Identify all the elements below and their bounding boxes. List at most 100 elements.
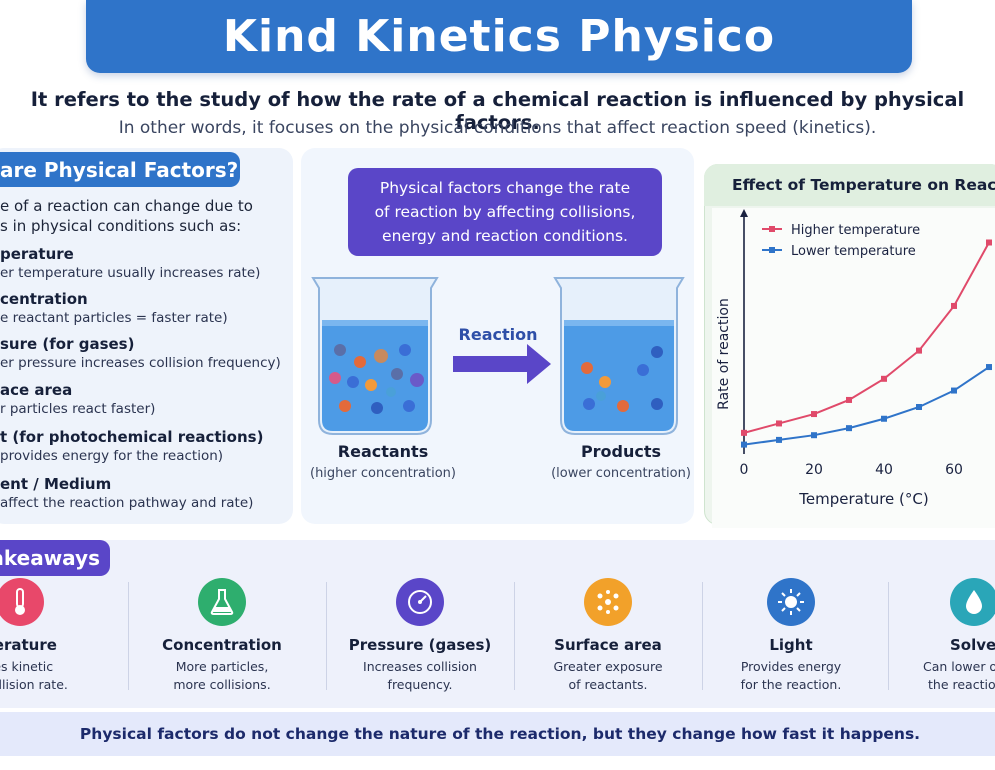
y-axis-label: Rate of reaction [716,298,732,410]
series-point [811,432,817,439]
legend-label: Higher temperature [791,223,920,238]
factor-desc: er pressure increases collision frequenc… [0,355,281,371]
series-point [986,239,992,246]
factor-item: ace area r particles react faster) [0,381,292,419]
subtitle-text: In other words, it focuses on the physic… [118,118,877,138]
takeaway-desc: More particles, more collisions. [132,658,312,694]
series-point [916,347,922,354]
products-beaker-icon [553,277,685,435]
series-point [881,375,887,382]
takeaway-light: Light Provides energy for the reaction. [701,578,881,694]
factor-item: ent / Medium affect the reaction pathway… [0,475,292,513]
callout-line-2: of reaction by affecting collisions, [374,203,636,221]
x-tick-label: 20 [805,462,823,478]
takeaway-desc-line-2: of reactants. [568,677,648,692]
beakers-illustration [311,277,685,435]
takeaway-desc-line-1: Greater exposure [553,659,663,674]
reaction-arrow-icon [453,344,551,384]
thermometer-icon [0,578,44,626]
takeaway-concentration: Concentration More particles, more collis… [132,578,312,694]
factor-name: centration [0,290,88,308]
series-point [846,425,852,432]
reactants-sub: (higher concentration) [310,466,456,481]
takeaway-desc-line-1: ses kinetic [0,659,54,674]
flask-icon [198,578,246,626]
physical-factors-panel [0,148,293,524]
divider [326,582,327,690]
series-point [951,302,957,309]
takeaway-desc-line-2: the reaction [928,677,995,692]
reactants-beaker-icon [311,277,439,435]
divider [514,582,515,690]
takeaway-desc-line-1: More particles, [175,659,269,674]
physical-factors-heading: are Physical Factors? [0,152,240,187]
y-axis-arrow [740,209,748,217]
takeaway-desc: Can lower o the reaction [890,658,995,694]
legend-marker [769,226,775,232]
takeaways-heading: akeaways [0,540,110,576]
factor-name: t (for photochemical reactions) [0,428,264,446]
drop-icon [950,578,995,626]
factor-desc: e reactant particles = faster rate) [0,310,228,326]
takeaway-desc-line-2: for the reaction. [740,677,842,692]
x-tick-label: 40 [875,462,893,478]
reaction-label: Reaction [458,325,538,344]
x-tick-label: 0 [740,462,749,478]
factor-name: ent / Medium [0,475,112,493]
takeaway-surface-area: Surface area Greater exposure of reactant… [518,578,698,694]
divider [128,582,129,690]
series-line [743,242,990,434]
series-point [951,387,957,394]
physical-factors-intro: e of a reaction can change due to s in p… [0,196,290,236]
takeaway-desc-line-1: Increases collision [363,659,477,674]
takeaway-name: perature [0,636,57,654]
takeaway-name: Surface area [554,636,662,654]
sun-icon [767,578,815,626]
footer-text: Physical factors do not change the natur… [79,725,921,743]
takeaway-desc-line-2: more collisions. [173,677,271,692]
takeaway-desc: Greater exposure of reactants. [518,658,698,694]
factor-item: t (for photochemical reactions) provides… [0,428,292,466]
factor-item: centration e reactant particles = faster… [0,290,292,328]
takeaway-temperature: perature ses kinetic d collision rate. [0,578,110,694]
takeaway-name: Pressure (gases) [348,636,492,654]
factor-item: perature er temperature usually increase… [0,245,292,283]
series-point [741,429,747,436]
takeaway-desc-line-1: Can lower o [923,659,995,674]
series-point [776,436,782,443]
series-point [741,441,747,448]
intro-line-1: e of a reaction can change due to [0,197,253,215]
temperature-rate-chart: 0 20 40 60 Temperature (°C) Rate of reaction H… [716,209,992,508]
divider [888,582,889,690]
legend-label: Lower temperature [791,244,916,259]
gauge-icon [396,578,444,626]
callout-line-3: energy and reaction conditions. [382,227,628,245]
takeaway-desc: ses kinetic d collision rate. [0,658,110,694]
takeaway-name: Concentration [162,636,282,654]
particles-icon [584,578,632,626]
chart-title: Effect of Temperature on Reactio [704,164,995,206]
factor-desc: provides energy for the reaction) [0,448,224,464]
takeaway-pressure: Pressure (gases) Increases collision freq… [330,578,510,694]
lead-text: It refers to the study of how the rate o… [30,88,965,134]
factor-name: perature [0,245,74,263]
title-banner: Kind Kinetics Physico [86,0,912,73]
factor-desc: affect the reaction pathway and rate) [0,495,254,511]
takeaway-desc: Provides energy for the reaction. [701,658,881,694]
takeaway-desc: Increases collision frequency. [330,658,510,694]
callout-box: Physical factors change the rate of reac… [348,168,662,256]
takeaway-name: Light [769,636,813,654]
callout-line-1: Physical factors change the rate [379,179,631,197]
page-title: Kind Kinetics Physico [222,11,776,62]
factor-name: ace area [0,381,73,399]
reactants-label: Reactants [337,442,429,461]
products-label: Products [580,442,662,461]
factor-desc: r particles react faster) [0,401,156,417]
takeaway-name: Solver [950,636,995,654]
x-tick-label: 60 [945,462,963,478]
intro-line-2: s in physical conditions such as: [0,217,242,235]
takeaways-panel [0,540,995,708]
series-point [776,420,782,427]
factor-name: sure (for gases) [0,335,135,353]
series-line [743,366,990,446]
